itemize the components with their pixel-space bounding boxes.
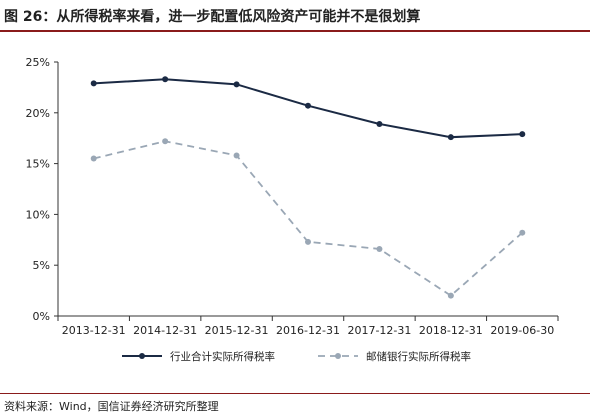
- y-tick-label: 20%: [26, 107, 50, 120]
- y-axis: 0% 5% 10% 15% 20% 25%: [26, 56, 59, 323]
- x-tick-label: 2015-12-31: [205, 324, 269, 337]
- y-tick-label: 0%: [33, 310, 50, 323]
- line-chart: 0%5%10%15%20%25% 2013-12-31 2014-12-31 201…: [26, 56, 559, 363]
- x-tick-label: 2013-12-31: [62, 324, 126, 337]
- legend-label: 邮储银行实际所得税率: [366, 350, 471, 363]
- legend-label: 行业合计实际所得税率: [170, 350, 275, 363]
- legend: 行业合计实际所得税率 邮储银行实际所得税率: [122, 350, 471, 363]
- data-point-1: [376, 120, 383, 127]
- data-point-1: [305, 102, 311, 109]
- legend-swatch-marker: [335, 353, 341, 359]
- x-tick-label: 2019-06-30: [490, 324, 554, 337]
- data-point-2: [162, 138, 169, 145]
- data-point-1: [519, 131, 526, 138]
- x-tick-label: 2017-12-31: [347, 324, 411, 337]
- series-line-2: [93, 140, 523, 297]
- data-point-2: [519, 229, 526, 236]
- data-point-1: [447, 134, 454, 141]
- data-point-2: [305, 238, 311, 245]
- y-tick-label: 5%: [33, 259, 50, 272]
- data-point-1: [162, 76, 169, 83]
- y-tick-label: 10%: [26, 208, 50, 221]
- data-point-1: [90, 80, 97, 87]
- x-tick-label: 2016-12-31: [276, 324, 340, 337]
- source-divider: [0, 393, 590, 394]
- data-point-1: [233, 81, 240, 88]
- x-tick-label: 2014-12-31: [133, 324, 197, 337]
- x-tick-label: 2018-12-31: [419, 324, 483, 337]
- y-tick-label: 15%: [26, 158, 50, 171]
- data-point-2: [233, 152, 240, 159]
- x-axis: 2013-12-31 2014-12-31 2015-12-31 2016-12-31…: [57, 315, 559, 337]
- figure-title-bar: 图 26：从所得税率来看，进一步配置低风险资产可能并不是很划算: [0, 0, 590, 30]
- data-point-2: [376, 245, 383, 252]
- y-tick-label: 25%: [26, 56, 50, 69]
- data-point-2: [90, 155, 97, 162]
- title-divider: [0, 30, 590, 32]
- data-point-2: [447, 292, 454, 299]
- figure-title: 图 26：从所得税率来看，进一步配置低风险资产可能并不是很划算: [4, 9, 421, 25]
- legend-swatch-marker: [139, 353, 145, 359]
- series-layer: [90, 76, 526, 299]
- source-note: 资料来源：Wind，国信证券经济研究所整理: [4, 400, 219, 413]
